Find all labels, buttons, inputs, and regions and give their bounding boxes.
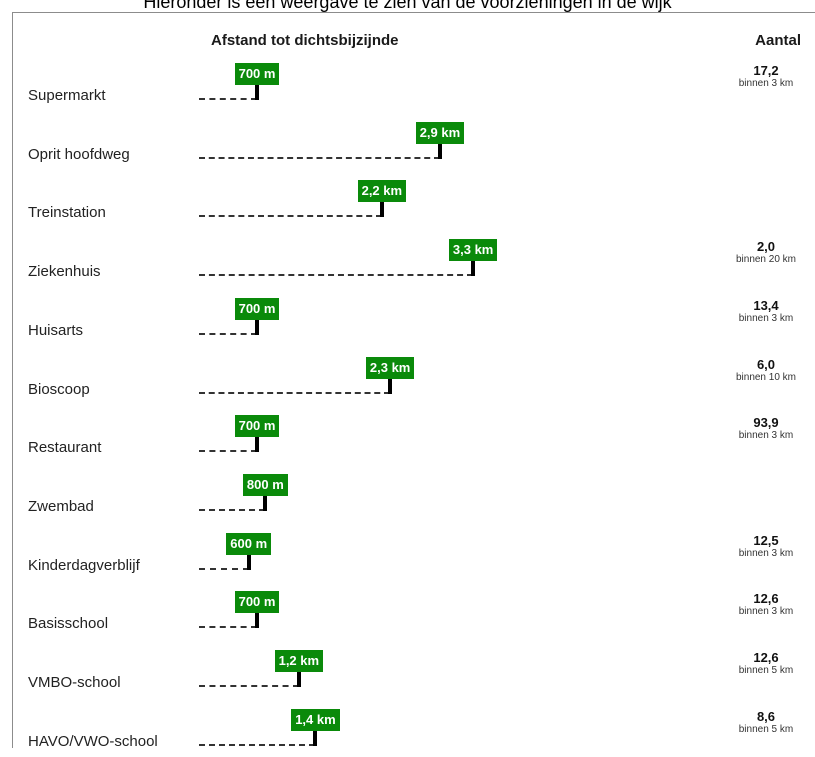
distance-marker [470, 260, 475, 277]
facility-count: 93,9 binnen 3 km [721, 415, 811, 442]
distance-baseline [199, 567, 249, 570]
page-caption: Hieronder is een weergave te zien van de… [143, 0, 672, 12]
facility-row: Oprit hoofdweg 2,9 km [13, 112, 815, 170]
distance-baseline [199, 391, 390, 394]
distance-value-label: 2,2 km [357, 180, 407, 203]
distance-baseline [199, 98, 258, 100]
facility-count: 8,6 binnen 5 km [721, 709, 811, 736]
distance-baseline [199, 215, 382, 218]
facilities-chart: Afstand tot dichtsbijzijnde Aantal Super… [12, 12, 815, 750]
count-radius-note: binnen 3 km [738, 312, 794, 324]
facility-label: VMBO-school [28, 674, 121, 691]
distance-baseline [199, 685, 299, 687]
facility-row: Kinderdagverblijf 600 m 12,5 binnen 3 km [13, 523, 815, 581]
distance-value-label: 1,4 km [291, 708, 340, 731]
facility-count: 17,2 binnen 3 km [721, 63, 811, 90]
facility-row: Huisarts 700 m 13,4 binnen 3 km [13, 288, 815, 346]
count-radius-note: binnen 20 km [735, 254, 797, 266]
count-value: 12,5 [753, 532, 779, 548]
distance-marker [255, 84, 260, 100]
facility-label: HAVO/VWO-school [28, 732, 158, 750]
count-value: 17,2 [753, 63, 779, 78]
distance-column-header: Afstand tot dichtsbijzijnde [211, 32, 399, 49]
facility-label: Basisschool [28, 615, 109, 633]
distance-value-label: 1,2 km [274, 650, 324, 672]
distance-value-label: 600 m [226, 532, 272, 555]
distance-value-label: 800 m [242, 473, 288, 496]
count-radius-note: binnen 3 km [738, 78, 794, 89]
count-value: 12,6 [753, 591, 779, 607]
distance-value-label: 700 m [234, 415, 280, 438]
distance-value-label: 3,3 km [448, 239, 498, 262]
count-value: 8,6 [756, 708, 776, 724]
distance-marker [255, 318, 260, 335]
facility-row: Ziekenhuis 3,3 km 2,0 binnen 20 km [13, 229, 815, 287]
distance-baseline [199, 450, 258, 453]
distance-baseline [199, 156, 440, 159]
distance-baseline [199, 274, 473, 277]
distance-value-label: 700 m [234, 591, 280, 614]
facility-row: VMBO-school 1,2 km 12,6 binnen 5 km [13, 640, 815, 698]
distance-baseline [199, 743, 316, 746]
count-radius-note: binnen 3 km [738, 430, 794, 442]
distance-marker [387, 377, 392, 394]
facility-row: Bioscoop 2,3 km 6,0 binnen 10 km [13, 347, 815, 405]
distance-value-label: 2,9 km [415, 121, 465, 144]
facility-count: 12,6 binnen 3 km [721, 591, 811, 618]
distance-marker [437, 142, 442, 159]
facility-label: Huisarts [28, 321, 84, 339]
facility-row: HAVO/VWO-school 1,4 km 8,6 binnen 5 km [13, 699, 815, 757]
facility-row: Restaurant 700 m 93,9 binnen 3 km [13, 405, 815, 463]
distance-marker [263, 494, 268, 511]
count-radius-note: binnen 5 km [738, 665, 794, 676]
facility-label: Restaurant [28, 439, 102, 457]
facility-count: 12,5 binnen 3 km [721, 533, 811, 560]
count-value: 6,0 [756, 356, 776, 372]
distance-baseline [199, 626, 258, 629]
facility-label: Zwembad [28, 497, 94, 515]
count-radius-note: binnen 10 km [735, 371, 797, 383]
facility-count: 13,4 binnen 3 km [721, 298, 811, 325]
facility-row: Supermarkt 700 m 17,2 binnen 3 km [13, 53, 815, 111]
distance-value-label: 700 m [234, 63, 280, 85]
facility-label: Oprit hoofdweg [28, 145, 130, 163]
facility-label: Kinderdagverblijf [28, 556, 140, 574]
facility-label: Supermarkt [28, 87, 106, 104]
facility-count: 2,0 binnen 20 km [721, 239, 811, 266]
facility-row: Zwembad 800 m [13, 464, 815, 522]
count-column-header: Aantal [755, 32, 801, 49]
count-radius-note: binnen 5 km [738, 723, 794, 735]
count-value: 12,6 [753, 650, 779, 665]
facility-row: Treinstation 2,2 km [13, 170, 815, 228]
distance-marker [255, 612, 260, 629]
facility-label: Treinstation [28, 204, 106, 222]
distance-marker [246, 553, 251, 570]
facility-label: Bioscoop [28, 380, 90, 398]
count-value: 13,4 [753, 297, 779, 313]
count-value: 2,0 [756, 239, 776, 255]
facility-row: Basisschool 700 m 12,6 binnen 3 km [13, 581, 815, 639]
facility-label: Ziekenhuis [28, 263, 101, 281]
distance-marker [296, 671, 301, 687]
distance-baseline [199, 332, 258, 335]
facility-count: 12,6 binnen 5 km [721, 650, 811, 677]
count-radius-note: binnen 3 km [738, 606, 794, 618]
distance-baseline [199, 508, 266, 511]
facility-count: 6,0 binnen 10 km [721, 357, 811, 384]
distance-value-label: 2,3 km [365, 356, 415, 379]
distance-marker [255, 436, 260, 453]
count-value: 93,9 [753, 415, 779, 431]
distance-value-label: 700 m [234, 297, 280, 320]
distance-marker [313, 729, 318, 746]
distance-marker [379, 201, 384, 218]
count-radius-note: binnen 3 km [738, 547, 794, 559]
